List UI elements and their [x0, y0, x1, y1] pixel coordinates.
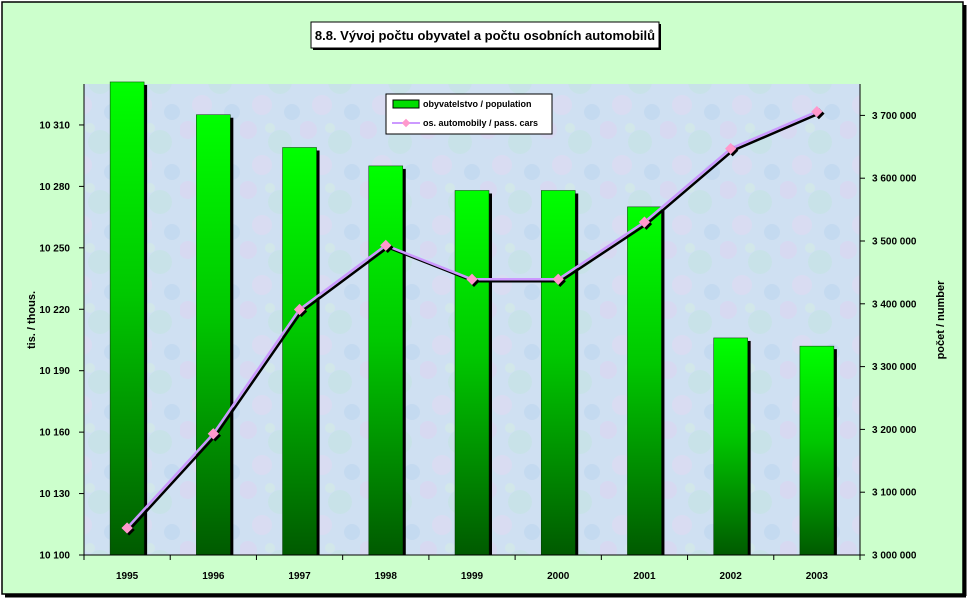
x-tick-label: 1999 — [461, 571, 484, 582]
legend-line-marker — [401, 118, 411, 128]
line-point — [207, 428, 219, 440]
bar — [713, 337, 748, 556]
y-left-tick-label: 10 190 — [39, 366, 70, 377]
bar — [368, 165, 404, 556]
y-left-axis-label: tis. / thous. — [26, 291, 38, 349]
bars-layer — [109, 81, 837, 556]
y-left-tick-label: 10 310 — [39, 120, 70, 131]
chart-title-box — [310, 21, 660, 49]
y-left-tick-label: 10 160 — [39, 428, 70, 439]
x-tick-label: 2001 — [633, 571, 656, 582]
y-right-tick-label: 3 100 000 — [872, 488, 917, 499]
x-tick-label: 1995 — [116, 571, 139, 582]
bar — [454, 190, 490, 556]
y-right-tick-label: 3 400 000 — [872, 299, 917, 310]
y-right-tick-label: 3 200 000 — [872, 425, 917, 436]
y-left-tick-label: 10 280 — [39, 182, 70, 193]
y-left-tick-label: 10 250 — [39, 243, 70, 254]
chart-title: 8.8. Vývoj počtu obyvatel a počtu osobní… — [315, 28, 655, 43]
legend-line-label: os. automobily / pass. cars — [423, 118, 538, 128]
x-tick-label: 1998 — [375, 571, 398, 582]
legend: obyvatelstvo / population os. automobily… — [385, 93, 553, 135]
line-point — [380, 239, 392, 252]
bar — [196, 114, 231, 556]
legend-bar-label: obyvatelstvo / population — [423, 99, 532, 109]
line-layer — [121, 105, 825, 536]
x-tick-label: 1996 — [202, 571, 225, 582]
y-left-tick-label: 10 130 — [39, 489, 70, 500]
bar — [627, 206, 662, 556]
y-right-tick-label: 3 300 000 — [872, 362, 917, 373]
y-right-axis-label: počet / number — [935, 280, 947, 360]
line-point — [466, 273, 478, 285]
line-point — [725, 143, 737, 155]
line-point — [552, 273, 564, 285]
bar — [282, 147, 317, 556]
x-tick-label: 2002 — [720, 571, 743, 582]
y-right-tick-label: 3 600 000 — [872, 174, 917, 185]
line-point — [293, 303, 306, 316]
x-tick-label: 1997 — [288, 571, 311, 582]
y-right-tick-label: 3 500 000 — [872, 237, 917, 248]
y-left-tick-label: 10 100 — [39, 551, 70, 562]
y-right-tick-label: 3 000 000 — [872, 551, 917, 562]
bar — [799, 345, 835, 556]
ticks-layer: 10 100 10 130 10 160 10 190 10 220 10 250 10 2… — [39, 111, 917, 582]
legend-bar-swatch — [392, 99, 420, 109]
x-tick-label: 2000 — [547, 571, 570, 582]
y-right-tick-label: 3 700 000 — [872, 111, 917, 122]
x-tick-label: 2003 — [806, 571, 829, 582]
line-point — [638, 216, 651, 228]
bar — [109, 81, 145, 556]
y-left-tick-label: 10 220 — [39, 305, 70, 316]
bar — [540, 190, 576, 556]
